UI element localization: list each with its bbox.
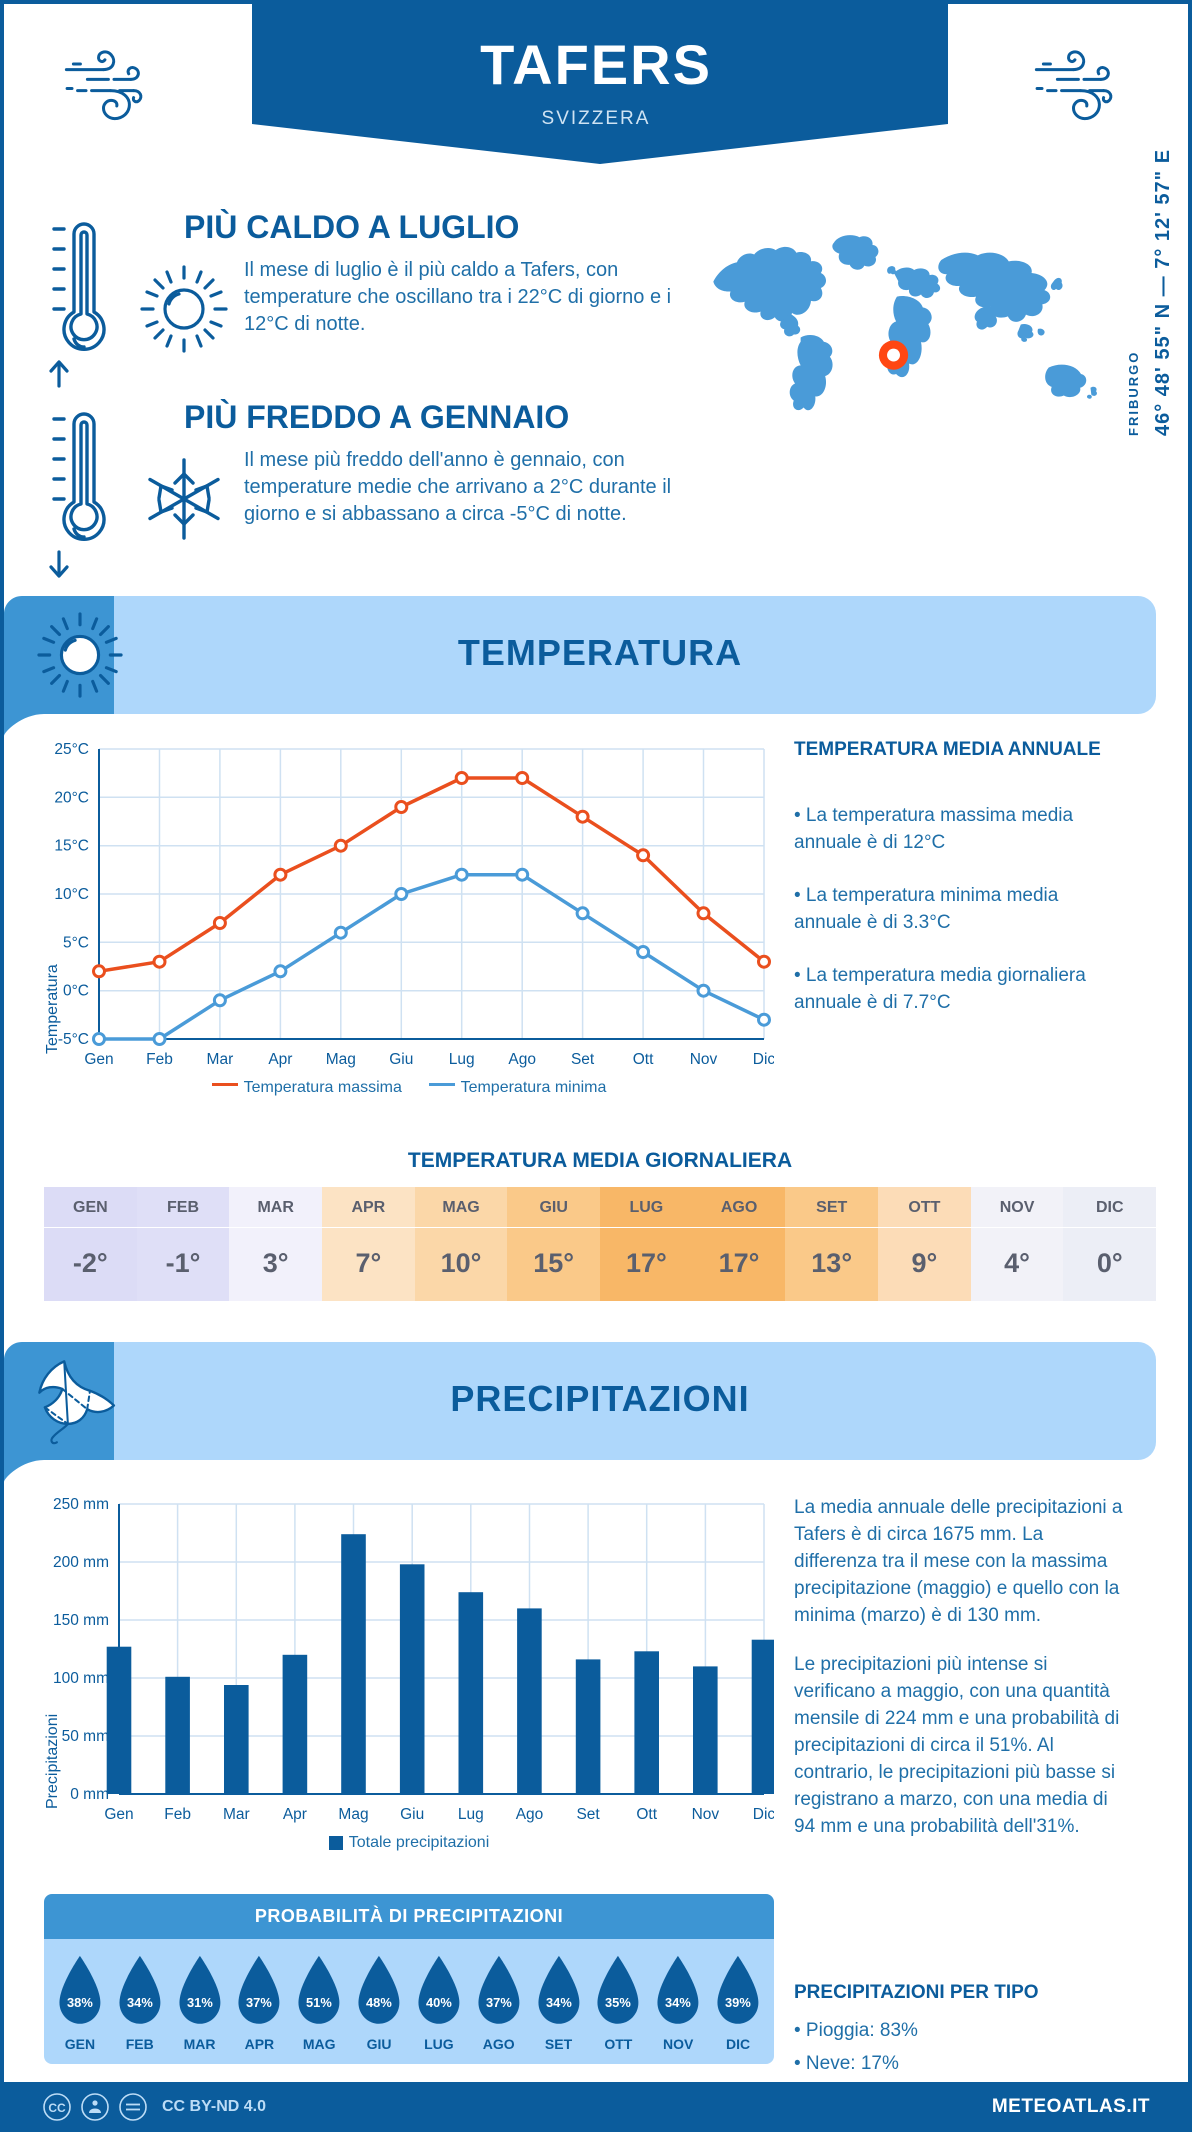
svg-text:51%: 51% xyxy=(306,1995,332,2010)
svg-text:5°C: 5°C xyxy=(63,934,89,951)
svg-text:Ott: Ott xyxy=(633,1051,654,1068)
svg-text:15°C: 15°C xyxy=(54,838,89,855)
svg-text:38%: 38% xyxy=(67,1995,93,2010)
svg-text:100 mm: 100 mm xyxy=(53,1670,109,1687)
svg-text:Apr: Apr xyxy=(268,1051,292,1068)
svg-text:10°C: 10°C xyxy=(54,886,89,903)
svg-text:Mar: Mar xyxy=(223,1806,250,1823)
svg-text:Feb: Feb xyxy=(164,1806,191,1823)
svg-text:37%: 37% xyxy=(486,1995,512,2010)
svg-text:Ago: Ago xyxy=(516,1806,544,1823)
svg-text:Mag: Mag xyxy=(338,1806,368,1823)
svg-text:Lug: Lug xyxy=(449,1051,475,1068)
svg-text:-5°C: -5°C xyxy=(58,1031,89,1048)
svg-text:48%: 48% xyxy=(366,1995,392,2010)
svg-text:0°C: 0°C xyxy=(63,983,89,1000)
svg-text:250 mm: 250 mm xyxy=(53,1496,109,1513)
svg-text:Feb: Feb xyxy=(146,1051,173,1068)
svg-text:37%: 37% xyxy=(247,1995,273,2010)
svg-text:39%: 39% xyxy=(725,1995,751,2010)
svg-text:CC: CC xyxy=(48,2101,66,2115)
svg-text:35%: 35% xyxy=(605,1995,631,2010)
svg-text:Ago: Ago xyxy=(508,1051,536,1068)
svg-text:Set: Set xyxy=(571,1051,595,1068)
svg-text:Nov: Nov xyxy=(690,1051,718,1068)
svg-text:20°C: 20°C xyxy=(54,789,89,806)
svg-text:0 mm: 0 mm xyxy=(70,1786,109,1803)
svg-text:31%: 31% xyxy=(187,1995,213,2010)
svg-text:Dic: Dic xyxy=(753,1051,774,1068)
svg-text:Mag: Mag xyxy=(326,1051,356,1068)
svg-text:34%: 34% xyxy=(546,1995,572,2010)
svg-text:Giu: Giu xyxy=(400,1806,424,1823)
svg-text:25°C: 25°C xyxy=(54,741,89,758)
svg-text:Mar: Mar xyxy=(207,1051,234,1068)
svg-text:40%: 40% xyxy=(426,1995,452,2010)
svg-text:Set: Set xyxy=(576,1806,600,1823)
svg-text:34%: 34% xyxy=(665,1995,691,2010)
svg-text:200 mm: 200 mm xyxy=(53,1554,109,1571)
svg-text:50 mm: 50 mm xyxy=(62,1728,109,1745)
svg-text:Nov: Nov xyxy=(692,1806,720,1823)
svg-text:Lug: Lug xyxy=(458,1806,484,1823)
svg-text:Dic: Dic xyxy=(753,1806,774,1823)
svg-text:Gen: Gen xyxy=(84,1051,113,1068)
svg-text:Ott: Ott xyxy=(636,1806,657,1823)
svg-text:34%: 34% xyxy=(127,1995,153,2010)
svg-text:Apr: Apr xyxy=(283,1806,307,1823)
svg-text:Gen: Gen xyxy=(104,1806,133,1823)
svg-text:150 mm: 150 mm xyxy=(53,1612,109,1629)
svg-text:Giu: Giu xyxy=(389,1051,413,1068)
